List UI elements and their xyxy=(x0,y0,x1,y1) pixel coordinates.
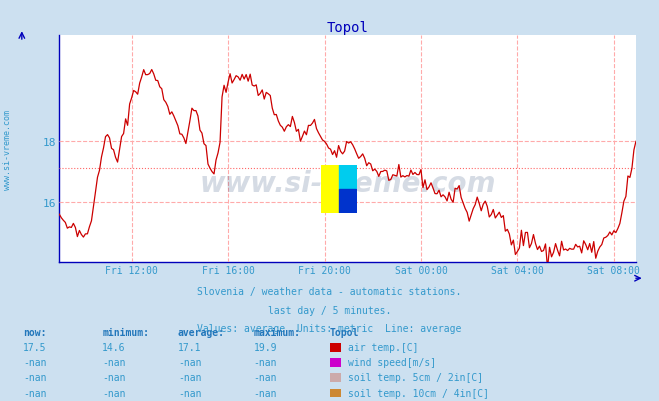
Title: Topol: Topol xyxy=(327,21,368,35)
Text: -nan: -nan xyxy=(178,388,202,398)
Text: -nan: -nan xyxy=(102,357,126,367)
Text: wind speed[m/s]: wind speed[m/s] xyxy=(348,357,436,367)
Text: now:: now: xyxy=(23,327,47,337)
Text: minimum:: minimum: xyxy=(102,327,149,337)
Text: -nan: -nan xyxy=(254,373,277,383)
Text: -nan: -nan xyxy=(102,373,126,383)
Text: -nan: -nan xyxy=(254,357,277,367)
Text: -nan: -nan xyxy=(254,388,277,398)
Text: air temp.[C]: air temp.[C] xyxy=(348,342,418,352)
Text: -nan: -nan xyxy=(23,373,47,383)
Polygon shape xyxy=(339,165,357,189)
Text: -nan: -nan xyxy=(178,373,202,383)
Text: 17.1: 17.1 xyxy=(178,342,202,352)
Text: 14.6: 14.6 xyxy=(102,342,126,352)
Polygon shape xyxy=(339,189,357,213)
Text: -nan: -nan xyxy=(102,388,126,398)
Text: last day / 5 minutes.: last day / 5 minutes. xyxy=(268,305,391,315)
Text: 19.9: 19.9 xyxy=(254,342,277,352)
Text: www.si-vreme.com: www.si-vreme.com xyxy=(3,109,13,189)
Text: -nan: -nan xyxy=(23,357,47,367)
Text: average:: average: xyxy=(178,327,225,337)
Polygon shape xyxy=(339,165,357,189)
Text: soil temp. 10cm / 4in[C]: soil temp. 10cm / 4in[C] xyxy=(348,388,489,398)
Text: Values: average  Units: metric  Line: average: Values: average Units: metric Line: aver… xyxy=(197,323,462,333)
Text: maximum:: maximum: xyxy=(254,327,301,337)
Text: Topol: Topol xyxy=(330,327,359,337)
Text: 17.5: 17.5 xyxy=(23,342,47,352)
Text: www.si-vreme.com: www.si-vreme.com xyxy=(200,169,496,197)
Text: -nan: -nan xyxy=(23,388,47,398)
Bar xyxy=(321,165,339,213)
Text: Slovenia / weather data - automatic stations.: Slovenia / weather data - automatic stat… xyxy=(197,287,462,297)
Text: -nan: -nan xyxy=(178,357,202,367)
Text: soil temp. 5cm / 2in[C]: soil temp. 5cm / 2in[C] xyxy=(348,373,483,383)
